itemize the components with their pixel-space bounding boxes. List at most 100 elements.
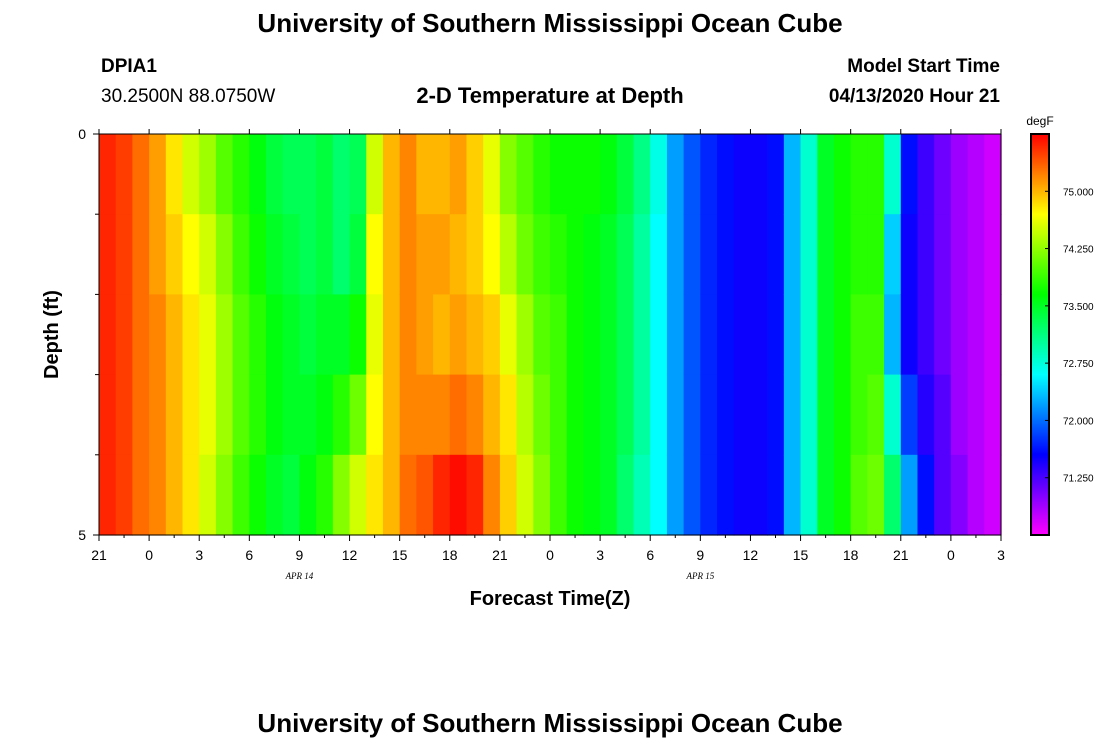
heatmap-cell — [249, 294, 267, 376]
heatmap-cell — [449, 454, 468, 536]
heatmap-cell — [733, 374, 752, 456]
x-tick-label: 0 — [546, 547, 554, 563]
heatmap-cell — [449, 214, 468, 295]
heatmap-cell — [232, 374, 250, 456]
heatmap-cell — [382, 294, 401, 376]
heatmap-cell — [750, 214, 768, 295]
heatmap-cell — [884, 294, 902, 376]
heatmap-cell — [266, 374, 284, 456]
heatmap-cell — [984, 294, 1002, 376]
heatmap-cell — [934, 214, 952, 295]
heatmap-cell — [934, 454, 952, 536]
heatmap-cell — [232, 134, 250, 215]
heatmap-cell — [884, 214, 902, 295]
heatmap-cell — [733, 214, 752, 295]
heatmap-cell — [550, 294, 568, 376]
heatmap-cell — [516, 454, 534, 536]
heatmap-cell — [533, 374, 551, 456]
heatmap-cell — [967, 214, 985, 295]
heatmap-cell — [683, 374, 701, 456]
heatmap-cell — [399, 374, 417, 456]
heatmap-cell — [199, 214, 217, 295]
heatmap-cell — [683, 454, 701, 536]
heatmap-cell — [633, 134, 651, 215]
heatmap-cell — [366, 214, 384, 295]
footer-title: University of Southern Mississippi Ocean… — [257, 708, 843, 738]
heatmap-cell — [182, 294, 200, 376]
heatmap-cell — [566, 214, 584, 295]
heatmap-cell — [149, 134, 167, 215]
heatmap-cell — [616, 374, 635, 456]
heatmap-cell — [165, 374, 184, 456]
x-tick-label: 0 — [145, 547, 153, 563]
heatmap-cell — [650, 374, 668, 456]
heatmap-cell — [583, 294, 601, 376]
heatmap-cell — [700, 294, 718, 376]
heatmap-cell — [366, 454, 384, 536]
heatmap-cell — [449, 134, 468, 215]
heatmap-cell — [550, 454, 568, 536]
heatmap-cell — [700, 134, 718, 215]
heatmap-cell — [533, 294, 551, 376]
heatmap-cell — [533, 134, 551, 215]
heatmap-cell — [767, 134, 785, 215]
y-axis-label: Depth (ft) — [41, 290, 63, 379]
heatmap-cell — [349, 374, 367, 456]
heatmap-cell — [833, 454, 852, 536]
heatmap-cell — [934, 134, 952, 215]
heatmap-cell — [516, 294, 534, 376]
heatmap-cell — [99, 214, 117, 295]
heatmap-cell — [149, 454, 167, 536]
heatmap-cell — [884, 374, 902, 456]
heatmap-cell — [917, 134, 935, 215]
x-tick-label: 0 — [947, 547, 955, 563]
heatmap-cell — [282, 374, 301, 456]
heatmap-cell — [733, 454, 752, 536]
heatmap-cell — [800, 374, 818, 456]
heatmap-cell — [132, 294, 150, 376]
heatmap-cell — [717, 374, 735, 456]
heatmap-cell — [817, 134, 835, 215]
heatmap-cell — [516, 134, 534, 215]
heatmap-cell — [316, 294, 334, 376]
heatmap-cell — [600, 134, 618, 215]
heatmap-cell — [750, 374, 768, 456]
heatmap-cell — [850, 294, 868, 376]
heatmap-cell — [566, 454, 584, 536]
heatmap-cell — [382, 374, 401, 456]
heatmap-cell — [833, 214, 852, 295]
heatmap-cell — [232, 454, 250, 536]
x-tick-label: 3 — [596, 547, 604, 563]
heatmap-cell — [650, 294, 668, 376]
heatmap-cell — [449, 374, 468, 456]
heatmap-cell — [750, 134, 768, 215]
x-axis-label: Forecast Time(Z) — [470, 588, 631, 610]
heatmap-cell — [182, 454, 200, 536]
heatmap-cell — [483, 214, 501, 295]
heatmap-cell — [115, 294, 133, 376]
x-tick-label: 9 — [296, 547, 304, 563]
heatmap-cell — [199, 374, 217, 456]
heatmap-cell — [783, 454, 802, 536]
heatmap-cell — [349, 134, 367, 215]
heatmap-cell — [917, 454, 935, 536]
heatmap-cell — [984, 214, 1002, 295]
heatmap-cell — [416, 134, 434, 215]
heatmap-cell — [566, 294, 584, 376]
heatmap-cell — [382, 214, 401, 295]
heatmap-cell — [733, 134, 752, 215]
heatmap-cell — [99, 374, 117, 456]
heatmap-cell — [249, 214, 267, 295]
model-start-value: 04/13/2020 Hour 21 — [828, 86, 1000, 107]
heatmap-cell — [633, 294, 651, 376]
x-tick-label: 12 — [342, 547, 358, 563]
heatmap-cell — [616, 134, 635, 215]
heatmap-cell — [900, 454, 919, 536]
heatmap-cell — [950, 374, 969, 456]
heatmap-cell — [884, 134, 902, 215]
heatmap-cell — [650, 454, 668, 536]
heatmap-cell — [282, 294, 301, 376]
heatmap-cell — [666, 134, 685, 215]
heatmap-cell — [266, 454, 284, 536]
